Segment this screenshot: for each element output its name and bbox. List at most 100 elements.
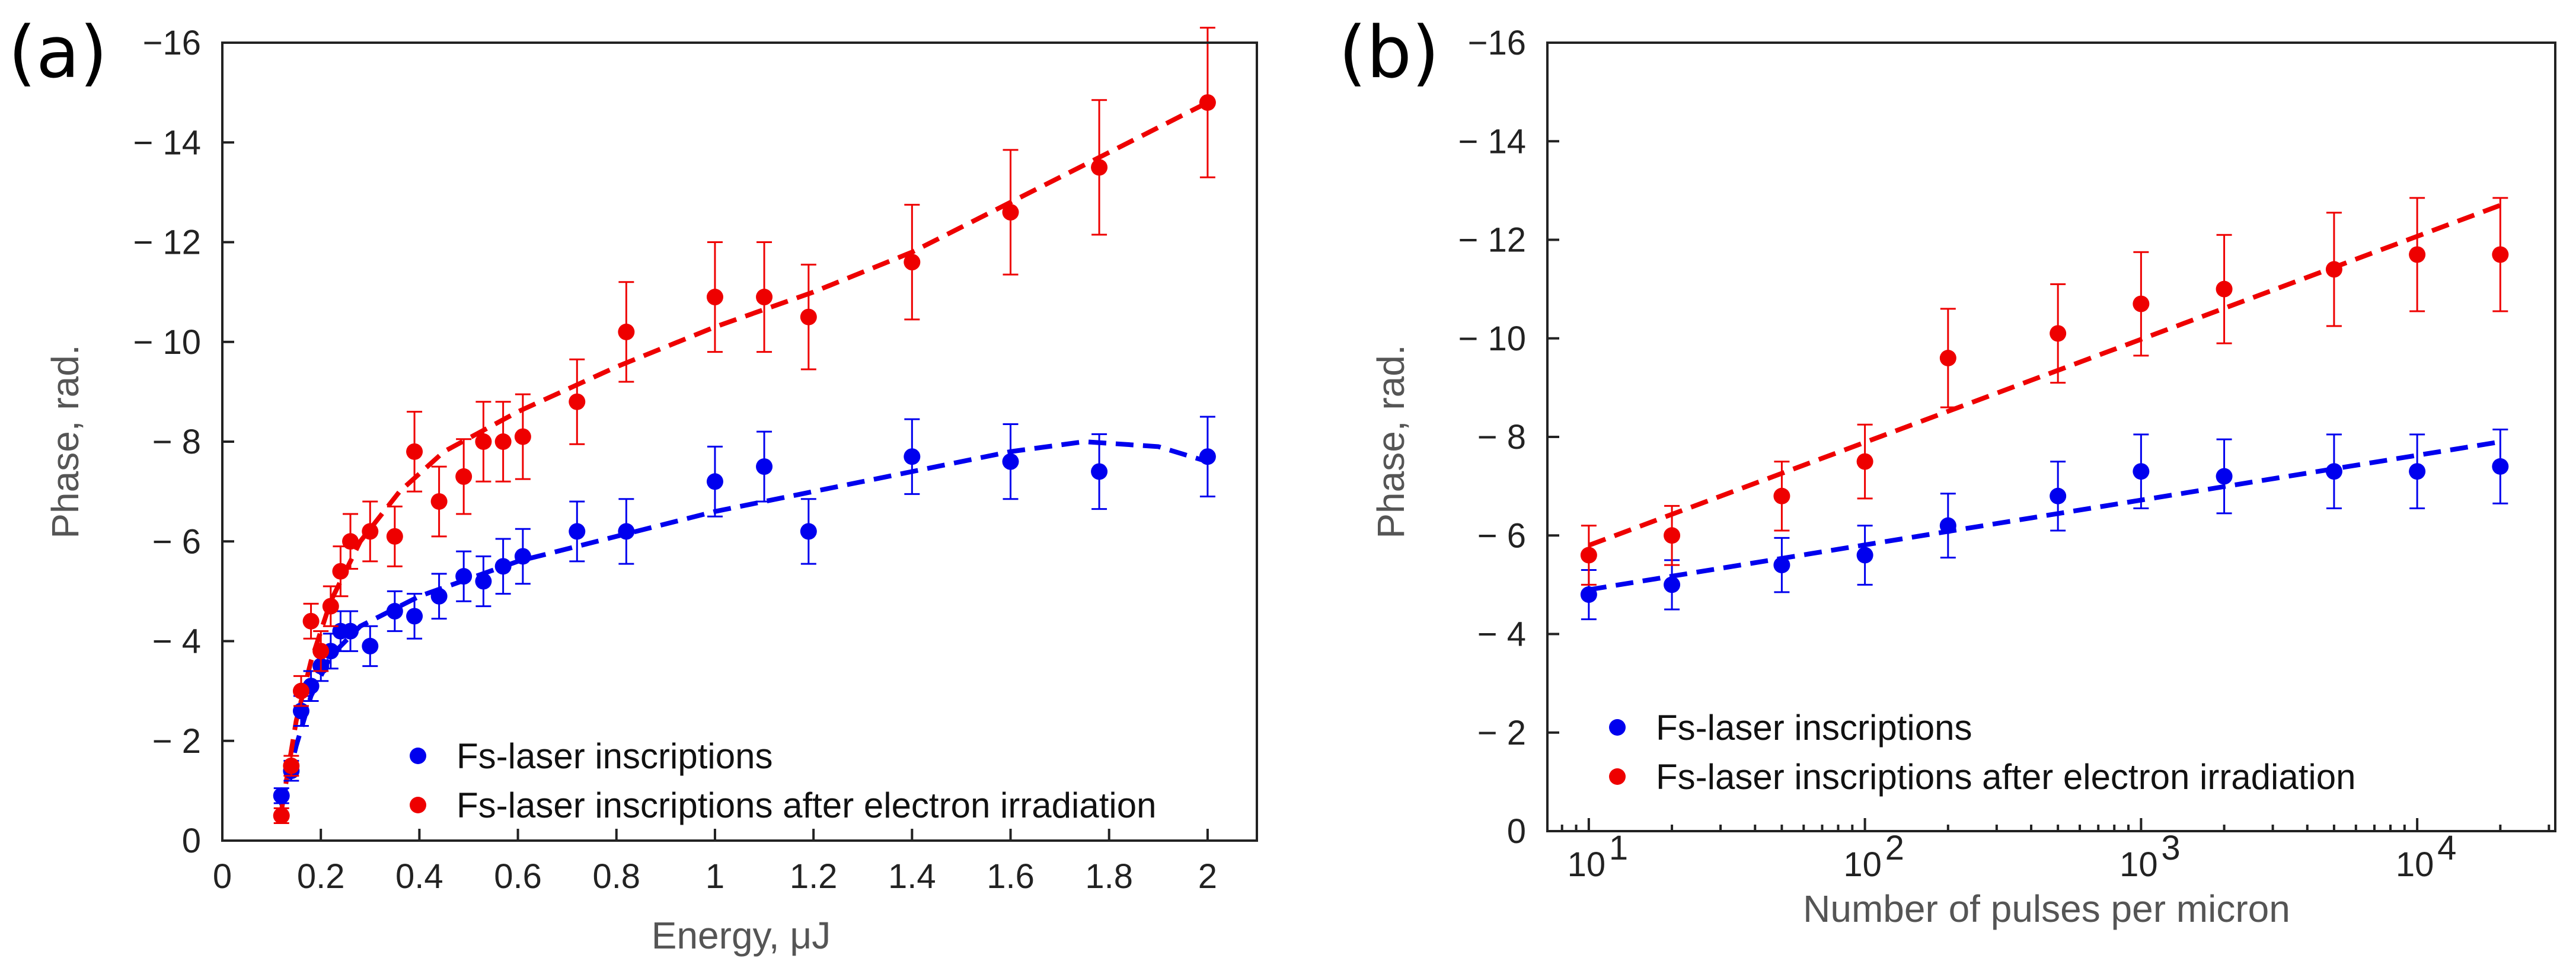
panel-b-data-points [1580, 197, 2509, 621]
a-data-point-red [706, 241, 723, 353]
a-data-point-red [283, 755, 300, 777]
b-marker-red [1856, 453, 1873, 470]
a-marker-red [455, 468, 473, 485]
a-y-tick-label: −16 [143, 24, 201, 62]
b-marker-blue [1664, 576, 1681, 593]
panel-a-y-axis-title: Phase, rad. [44, 344, 87, 538]
a-data-point-blue [904, 418, 921, 495]
a-marker-blue [514, 548, 531, 565]
b-data-point-blue [2133, 433, 2150, 510]
b-y-tick-label: − 10 [1458, 320, 1527, 358]
panel-b-legend-marker-red [1609, 768, 1626, 785]
b-marker-blue [2325, 463, 2342, 480]
panel-a-legend: Fs-laser inscriptions Fs-laser inscripti… [410, 736, 1156, 825]
a-data-point-blue [706, 445, 723, 518]
b-data-point-red [2050, 283, 2067, 384]
a-data-point-red [312, 630, 330, 672]
b-x-tick-exponent: 1 [1609, 829, 1628, 867]
a-marker-red [569, 393, 586, 410]
panel-b-x-ticks: 10 1 10 2 10 3 10 4 [1560, 818, 2551, 884]
panel-a: (a) 0 − 2 − 4 − 6 − 8 − 10 − 12 − 14 −16 0 0.2 0.4… [8, 12, 1258, 957]
a-marker-blue [800, 523, 817, 540]
a-data-point-red [494, 401, 512, 483]
b-x-tick-label: 10 [2119, 845, 2158, 884]
b-y-tick-label: − 12 [1458, 221, 1527, 260]
panel-b: (b) 0− 2− 4− 6− 8− 10− 12− 14−16 10 1 10 2 1… [1339, 12, 2556, 930]
a-data-point-blue [455, 550, 473, 602]
a-data-point-red [406, 411, 423, 493]
a-marker-blue [1002, 453, 1019, 470]
b-x-tick-label: 10 [2396, 845, 2434, 884]
panel-a-plot-frame [221, 41, 1258, 842]
a-data-point-blue [514, 528, 531, 585]
a-marker-red [302, 612, 320, 630]
a-data-point-blue [406, 593, 423, 640]
a-data-point-blue [618, 498, 635, 565]
b-marker-red [2133, 295, 2150, 312]
a-x-tick-label: 2 [1198, 857, 1217, 896]
b-marker-blue [2409, 463, 2426, 480]
b-data-point-blue [1664, 559, 1681, 611]
a-x-tick-label: 1.4 [888, 857, 936, 896]
panel-b-x-axis-title: Number of pulses per micron [1803, 887, 2290, 930]
a-marker-red [475, 433, 492, 450]
a-marker-red [1091, 159, 1108, 176]
panel-a-x-ticks: 0 0.2 0.4 0.6 0.8 1 1.2 1.4 1.6 1.8 2 [213, 829, 1217, 896]
panel-b-label: (b) [1339, 12, 1439, 94]
a-marker-red [618, 323, 635, 340]
panel-a-legend-label-blue: Fs-laser inscriptions [457, 736, 773, 776]
b-marker-red [1939, 350, 1956, 366]
b-data-point-red [2133, 251, 2150, 357]
a-marker-blue [618, 523, 635, 540]
a-data-point-red [514, 393, 531, 480]
b-marker-red [2325, 261, 2342, 278]
a-data-point-blue [756, 430, 773, 503]
b-fit-line-red [1588, 203, 2501, 548]
b-data-point-red [2492, 197, 2509, 312]
a-marker-blue [273, 787, 290, 804]
a-marker-blue [904, 448, 921, 465]
a-x-tick-label: 0.4 [395, 857, 443, 896]
b-marker-blue [1856, 547, 1873, 564]
b-x-tick-label: 10 [1568, 845, 1606, 884]
a-data-point-blue [362, 625, 379, 668]
panel-a-x-axis-title: Energy, μJ [652, 914, 831, 957]
a-x-tick-label: 0.8 [592, 857, 640, 896]
a-data-point-red [292, 675, 309, 707]
a-data-point-blue [569, 500, 586, 563]
b-data-point-red [2216, 234, 2233, 344]
panel-b-legend-marker-blue [1609, 719, 1626, 736]
a-marker-blue [406, 608, 423, 625]
b-y-tick-label: − 8 [1477, 418, 1526, 456]
a-fit-line-blue [279, 439, 1209, 807]
a-marker-red [904, 254, 921, 271]
a-y-tick-label: − 4 [152, 622, 201, 661]
panel-b-plot-frame [1546, 41, 2556, 832]
panel-a-legend-label-red: Fs-laser inscriptions after electron irr… [457, 785, 1156, 825]
a-data-point-blue [494, 538, 512, 595]
b-data-point-red [1939, 308, 1956, 408]
b-x-tick-exponent: 4 [2437, 829, 2456, 867]
b-marker-blue [2492, 458, 2509, 475]
panel-a-y-ticks: 0 − 2 − 4 − 6 − 8 − 10 − 12 − 14 −16 [133, 24, 234, 860]
b-data-point-red [1580, 525, 1597, 586]
b-marker-blue [2216, 468, 2233, 485]
a-x-tick-label: 0 [213, 857, 232, 896]
a-marker-red [430, 493, 448, 510]
b-data-point-red [2409, 197, 2426, 312]
a-y-tick-label: − 10 [133, 323, 202, 362]
a-marker-red [756, 289, 773, 306]
b-data-point-blue [2216, 438, 2233, 515]
a-marker-blue [494, 558, 512, 575]
a-marker-red [1002, 204, 1019, 221]
b-marker-red [1664, 527, 1681, 544]
a-data-point-red [273, 807, 290, 825]
a-x-tick-label: 0.6 [494, 857, 542, 896]
a-x-tick-label: 1.6 [987, 857, 1035, 896]
a-data-point-blue [800, 498, 817, 565]
a-data-point-red [386, 505, 403, 567]
panel-a-legend-marker-red [410, 797, 426, 813]
a-data-point-red [342, 513, 359, 570]
b-data-point-red [2325, 212, 2342, 327]
a-marker-red [273, 807, 290, 824]
